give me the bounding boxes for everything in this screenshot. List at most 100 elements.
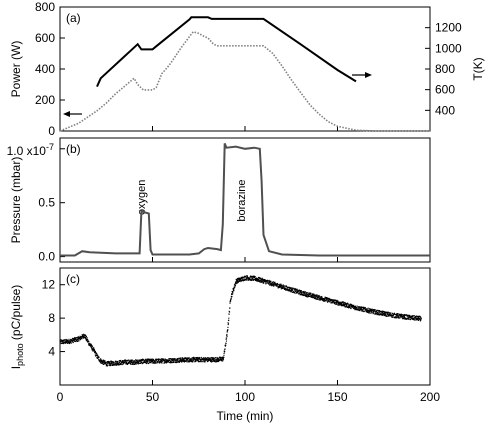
photocurrent-point xyxy=(161,361,163,363)
photocurrent-point xyxy=(100,359,102,361)
photocurrent-point xyxy=(374,313,376,315)
photocurrent-point xyxy=(182,358,184,360)
temperature-y-tick-label: 600 xyxy=(435,83,455,97)
photocurrent-point xyxy=(191,361,193,363)
photocurrent-point xyxy=(368,310,370,312)
photocurrent-point xyxy=(62,342,64,344)
photocurrent-point xyxy=(118,362,120,364)
photocurrent-point xyxy=(76,337,78,339)
photocurrent-point xyxy=(271,284,273,286)
photocurrent-point xyxy=(403,316,406,319)
photocurrent-point xyxy=(327,297,329,300)
photocurrent-point xyxy=(102,363,105,365)
photocurrent-point xyxy=(123,360,125,362)
photocurrent-point xyxy=(125,359,127,361)
photocurrent-point xyxy=(185,357,187,359)
photocurrent-point xyxy=(383,314,385,317)
photocurrent-point xyxy=(365,309,367,311)
photocurrent-point xyxy=(260,278,263,281)
photocurrent-point xyxy=(371,310,373,312)
photocurrent-point xyxy=(284,285,287,287)
photocurrent-point xyxy=(155,358,157,360)
photocurrent-point xyxy=(111,361,113,363)
photocurrent-point xyxy=(67,342,69,344)
photocurrent-point xyxy=(115,362,117,364)
photocurrent-point xyxy=(396,315,398,317)
photocurrent-point xyxy=(72,337,74,340)
photocurrent-point xyxy=(404,314,406,316)
photocurrent-point xyxy=(66,340,68,342)
photocurrent-point xyxy=(137,361,139,363)
photocurrent-point xyxy=(102,362,104,364)
photocurrent-point xyxy=(177,358,179,360)
photocurrent-point xyxy=(234,287,236,289)
photocurrent-point xyxy=(293,292,295,294)
photocurrent-point xyxy=(75,339,77,341)
photocurrent-point xyxy=(154,362,156,364)
photocurrent-point xyxy=(232,293,234,295)
photocurrent-point xyxy=(342,301,344,303)
photocurrent-point xyxy=(90,345,92,347)
photocurrent-point xyxy=(228,319,230,322)
photocurrent-point xyxy=(334,302,336,304)
photocurrent-point xyxy=(225,342,227,345)
time-x-tick-label: 150 xyxy=(327,390,347,404)
photocurrent-point xyxy=(189,360,191,362)
photocurrent-point xyxy=(215,359,217,361)
photocurrent-point xyxy=(87,340,89,342)
photocurrent-point xyxy=(347,306,349,308)
photocurrent-point xyxy=(280,284,282,286)
photocurrent-point xyxy=(69,339,71,342)
photocurrent-point xyxy=(304,291,307,293)
photocurrent-point xyxy=(305,295,307,297)
photocurrent-point xyxy=(412,318,414,320)
photocurrent-point xyxy=(161,358,163,360)
photocurrent-point xyxy=(188,359,191,361)
photocurrent-point xyxy=(188,358,190,360)
photocurrent-point xyxy=(178,361,180,363)
photocurrent-point xyxy=(420,318,422,320)
photocurrent-point xyxy=(156,359,158,361)
pressure-y-tick-label: 0.5 xyxy=(38,196,55,210)
photocurrent-point xyxy=(399,316,401,318)
photocurrent-point xyxy=(245,278,247,280)
photocurrent-point xyxy=(69,341,72,343)
photocurrent-point xyxy=(391,314,393,316)
photocurrent-point xyxy=(184,357,186,360)
photocurrent-point xyxy=(308,294,310,296)
photocurrent-point xyxy=(290,287,292,290)
power-y-tick-label: 400 xyxy=(35,62,55,76)
photocurrent-point xyxy=(210,359,212,361)
photocurrent-point xyxy=(149,362,152,364)
photocurrent-point xyxy=(349,305,351,308)
photocurrent-point xyxy=(90,343,92,346)
photocurrent-point xyxy=(291,287,293,289)
photocurrent-point xyxy=(100,358,102,360)
photocurrent-point xyxy=(204,357,206,359)
photocurrent-point xyxy=(344,306,346,308)
photocurrent-point xyxy=(78,340,80,342)
photocurrent-point xyxy=(101,360,103,362)
photocurrent-point xyxy=(61,340,63,342)
photocurrent-point xyxy=(246,277,248,279)
photocurrent-point xyxy=(198,358,200,360)
photocurrent-point xyxy=(315,298,317,300)
photocurrent-point xyxy=(340,303,342,305)
photocurrent-point xyxy=(241,277,243,279)
photocurrent-point xyxy=(335,302,337,304)
photocurrent-point xyxy=(217,358,219,360)
photocurrent-point xyxy=(369,309,371,311)
photocurrent-point xyxy=(184,357,186,359)
photocurrent-point xyxy=(272,285,274,287)
photocurrent-point xyxy=(282,286,284,288)
photocurrent-point xyxy=(235,280,237,283)
photocurrent-point xyxy=(200,361,202,363)
photocurrent-point xyxy=(362,309,364,311)
photocurrent-point xyxy=(117,361,119,363)
photocurrent-point xyxy=(313,297,315,300)
photocurrent-point xyxy=(297,291,299,293)
photocurrent-point xyxy=(205,357,207,359)
photocurrent-point xyxy=(186,358,189,360)
photocurrent-point xyxy=(402,318,404,320)
photocurrent-point xyxy=(202,358,204,360)
